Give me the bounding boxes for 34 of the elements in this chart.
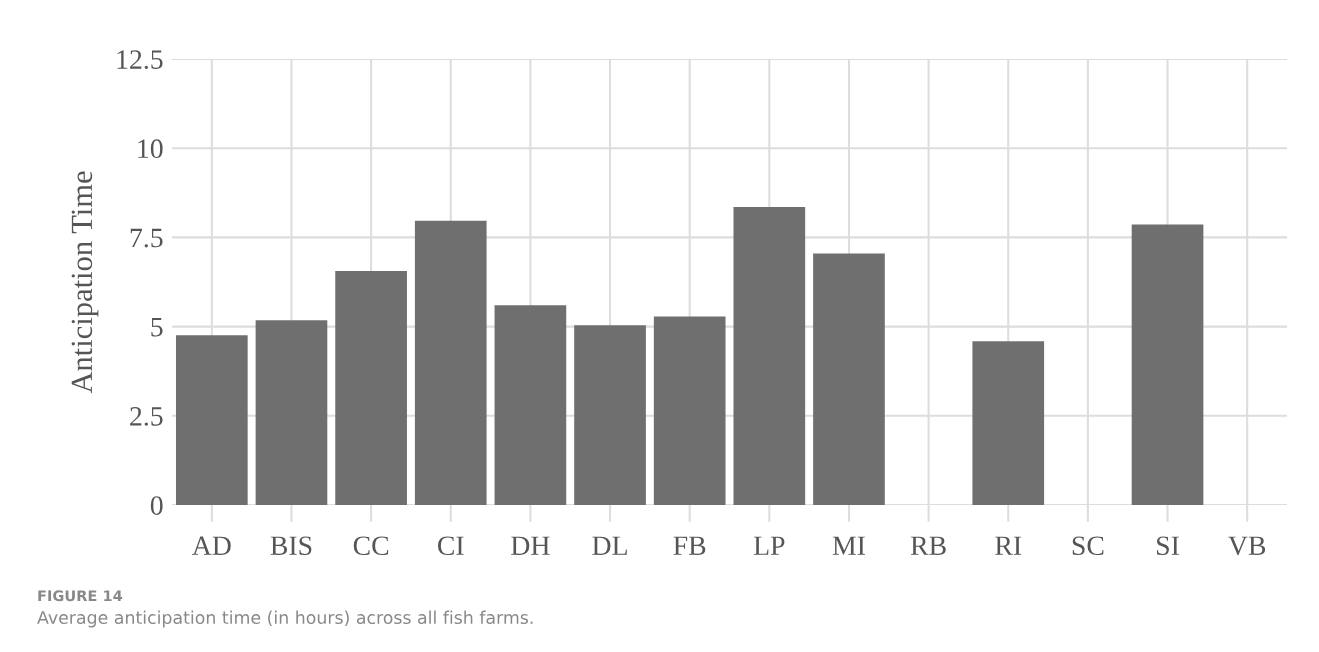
bar [414, 220, 487, 505]
x-tick-label: DH [511, 536, 550, 555]
x-tick-label: SC [1072, 536, 1104, 556]
x-tick-label: RB [910, 536, 946, 555]
bar [972, 341, 1045, 505]
bar [653, 316, 726, 505]
text: Average anticipation time (in hours) across all fish farms. [37, 610, 533, 628]
y-tick-label: 2.5 [130, 407, 163, 426]
bar [175, 335, 248, 505]
x-tick-label: RI [995, 536, 1022, 555]
y-axis-title: Anticipation Time [71, 171, 99, 394]
bar [1131, 224, 1204, 505]
x-tick-label: BIS [270, 536, 312, 556]
x-tick-label: CC [353, 536, 389, 556]
bar [335, 270, 407, 505]
bar [255, 320, 328, 505]
x-tick-label: MI [832, 536, 865, 555]
bar [813, 253, 885, 505]
x-tick-label: FB [673, 536, 706, 555]
x-tick-label: DL [592, 536, 627, 555]
y-tick-label: 0 [150, 496, 163, 515]
y-tick-label: 12.5 [117, 50, 163, 70]
x-tick-label: VB [1228, 536, 1266, 556]
bar [574, 325, 646, 505]
y-tick-label: 5 [151, 318, 163, 337]
bar [494, 305, 567, 505]
x-tick-label: CI [438, 536, 464, 556]
bar [733, 207, 806, 505]
caption: FIGURE 14 [38, 590, 123, 602]
x-tick-label: AD [192, 536, 231, 555]
x-tick-label: LP [753, 536, 785, 555]
y-tick-label: 10 [138, 139, 163, 159]
y-tick-label: 7.5 [130, 228, 163, 248]
x-tick-label: SI [1157, 536, 1179, 556]
